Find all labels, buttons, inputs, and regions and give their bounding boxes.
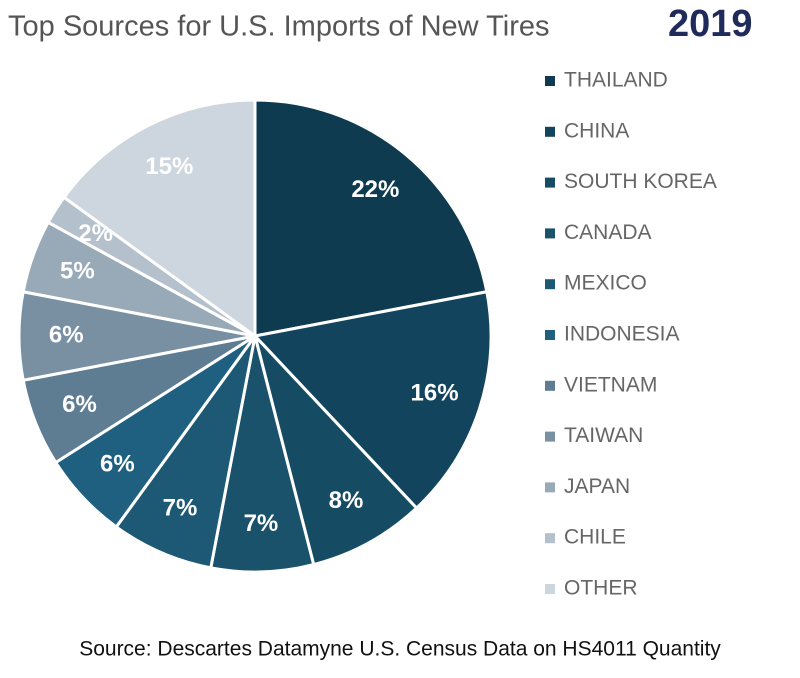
data-label: 16% <box>411 380 459 407</box>
data-label: 8% <box>329 487 364 514</box>
data-label: 5% <box>60 257 95 284</box>
legend-label: MEXICO <box>564 272 647 295</box>
legend-label: TAIWAN <box>564 424 643 447</box>
legend-swatch <box>545 279 555 290</box>
legend-swatch <box>545 126 555 137</box>
data-label: 6% <box>49 321 84 348</box>
legend-label: VIETNAM <box>564 373 657 396</box>
legend-label: JAPAN <box>564 475 630 498</box>
data-label: 22% <box>351 176 399 203</box>
legend-label: CANADA <box>564 221 652 244</box>
legend-swatch <box>545 533 555 544</box>
legend-swatch <box>545 431 555 442</box>
pie-slice <box>252 290 493 511</box>
pie-slice <box>114 335 257 570</box>
legend-label: OTHER <box>564 577 638 600</box>
pie-slice <box>209 335 316 574</box>
legend-swatch <box>545 177 555 188</box>
legend-label: CHINA <box>564 119 629 142</box>
legend-swatch <box>545 76 555 86</box>
chart-year: 2019 <box>668 3 753 45</box>
pie-slice <box>61 98 257 339</box>
data-label: 6% <box>62 391 97 418</box>
legend-label: CHILE <box>564 526 626 549</box>
pie-slice <box>253 98 489 338</box>
legend-label: SOUTH KOREA <box>564 170 717 193</box>
data-label: 15% <box>145 153 193 180</box>
data-label: 7% <box>244 510 279 537</box>
chart-title: Top Sources for U.S. Imports of New Tire… <box>8 11 550 43</box>
legend-swatch <box>545 228 555 239</box>
data-label: 6% <box>100 451 135 478</box>
pie-slice <box>253 334 419 567</box>
source-note: Source: Descartes Datamyne U.S. Census D… <box>79 638 721 661</box>
legend-swatch <box>545 584 555 594</box>
legend-swatch <box>545 482 555 493</box>
legend-label: INDONESIA <box>564 323 680 346</box>
data-label: 7% <box>163 495 198 522</box>
legend-swatch <box>545 380 555 391</box>
legend-label: THAILAND <box>564 69 668 92</box>
legend-swatch <box>545 330 555 340</box>
